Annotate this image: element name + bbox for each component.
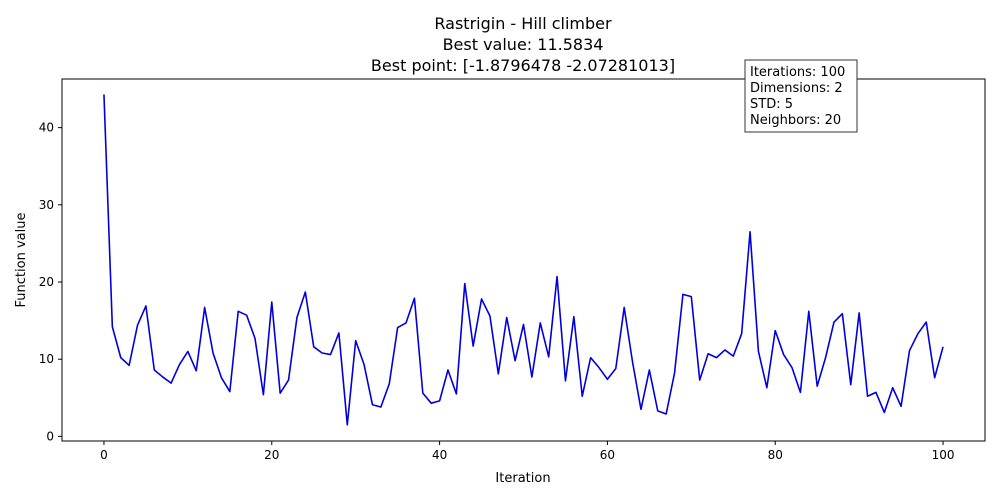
x-tick-label: 40 [432,448,447,462]
series-line [103,94,944,426]
annotation-box: Iterations: 100 Dimensions: 2 STD: 5 Nei… [744,59,858,133]
x-tick-label: 20 [264,448,279,462]
series-layer [103,94,944,426]
chart-subtitle-best-value: Best value: 11.5834 [443,35,604,54]
x-tick-label: 0 [100,448,108,462]
plot-frame [61,78,986,442]
annotation-std: STD: 5 [750,97,793,112]
x-axis-label: Iteration [495,471,550,486]
x-tick-label: 60 [600,448,615,462]
annotation-iterations: Iterations: 100 [750,65,845,80]
axis-ticks: 0 20 40 60 80 100 0 10 20 30 40 [39,121,955,462]
y-tick-label: 40 [39,121,54,135]
annotation-dimensions: Dimensions: 2 [750,81,843,96]
chart-subtitle-best-point: Best point: [-1.8796478 -2.07281013] [371,56,675,75]
y-tick-label: 30 [39,198,54,212]
chart-title: Rastrigin - Hill climber [434,14,612,33]
y-axis-label: Function value [14,213,29,308]
y-tick-label: 0 [46,429,54,443]
y-tick-label: 20 [39,275,54,289]
y-tick-label: 10 [39,352,54,366]
annotation-frame [744,59,858,133]
annotation-neighbors: Neighbors: 20 [750,113,841,128]
x-tick-label: 100 [932,448,955,462]
x-tick-label: 80 [768,448,783,462]
